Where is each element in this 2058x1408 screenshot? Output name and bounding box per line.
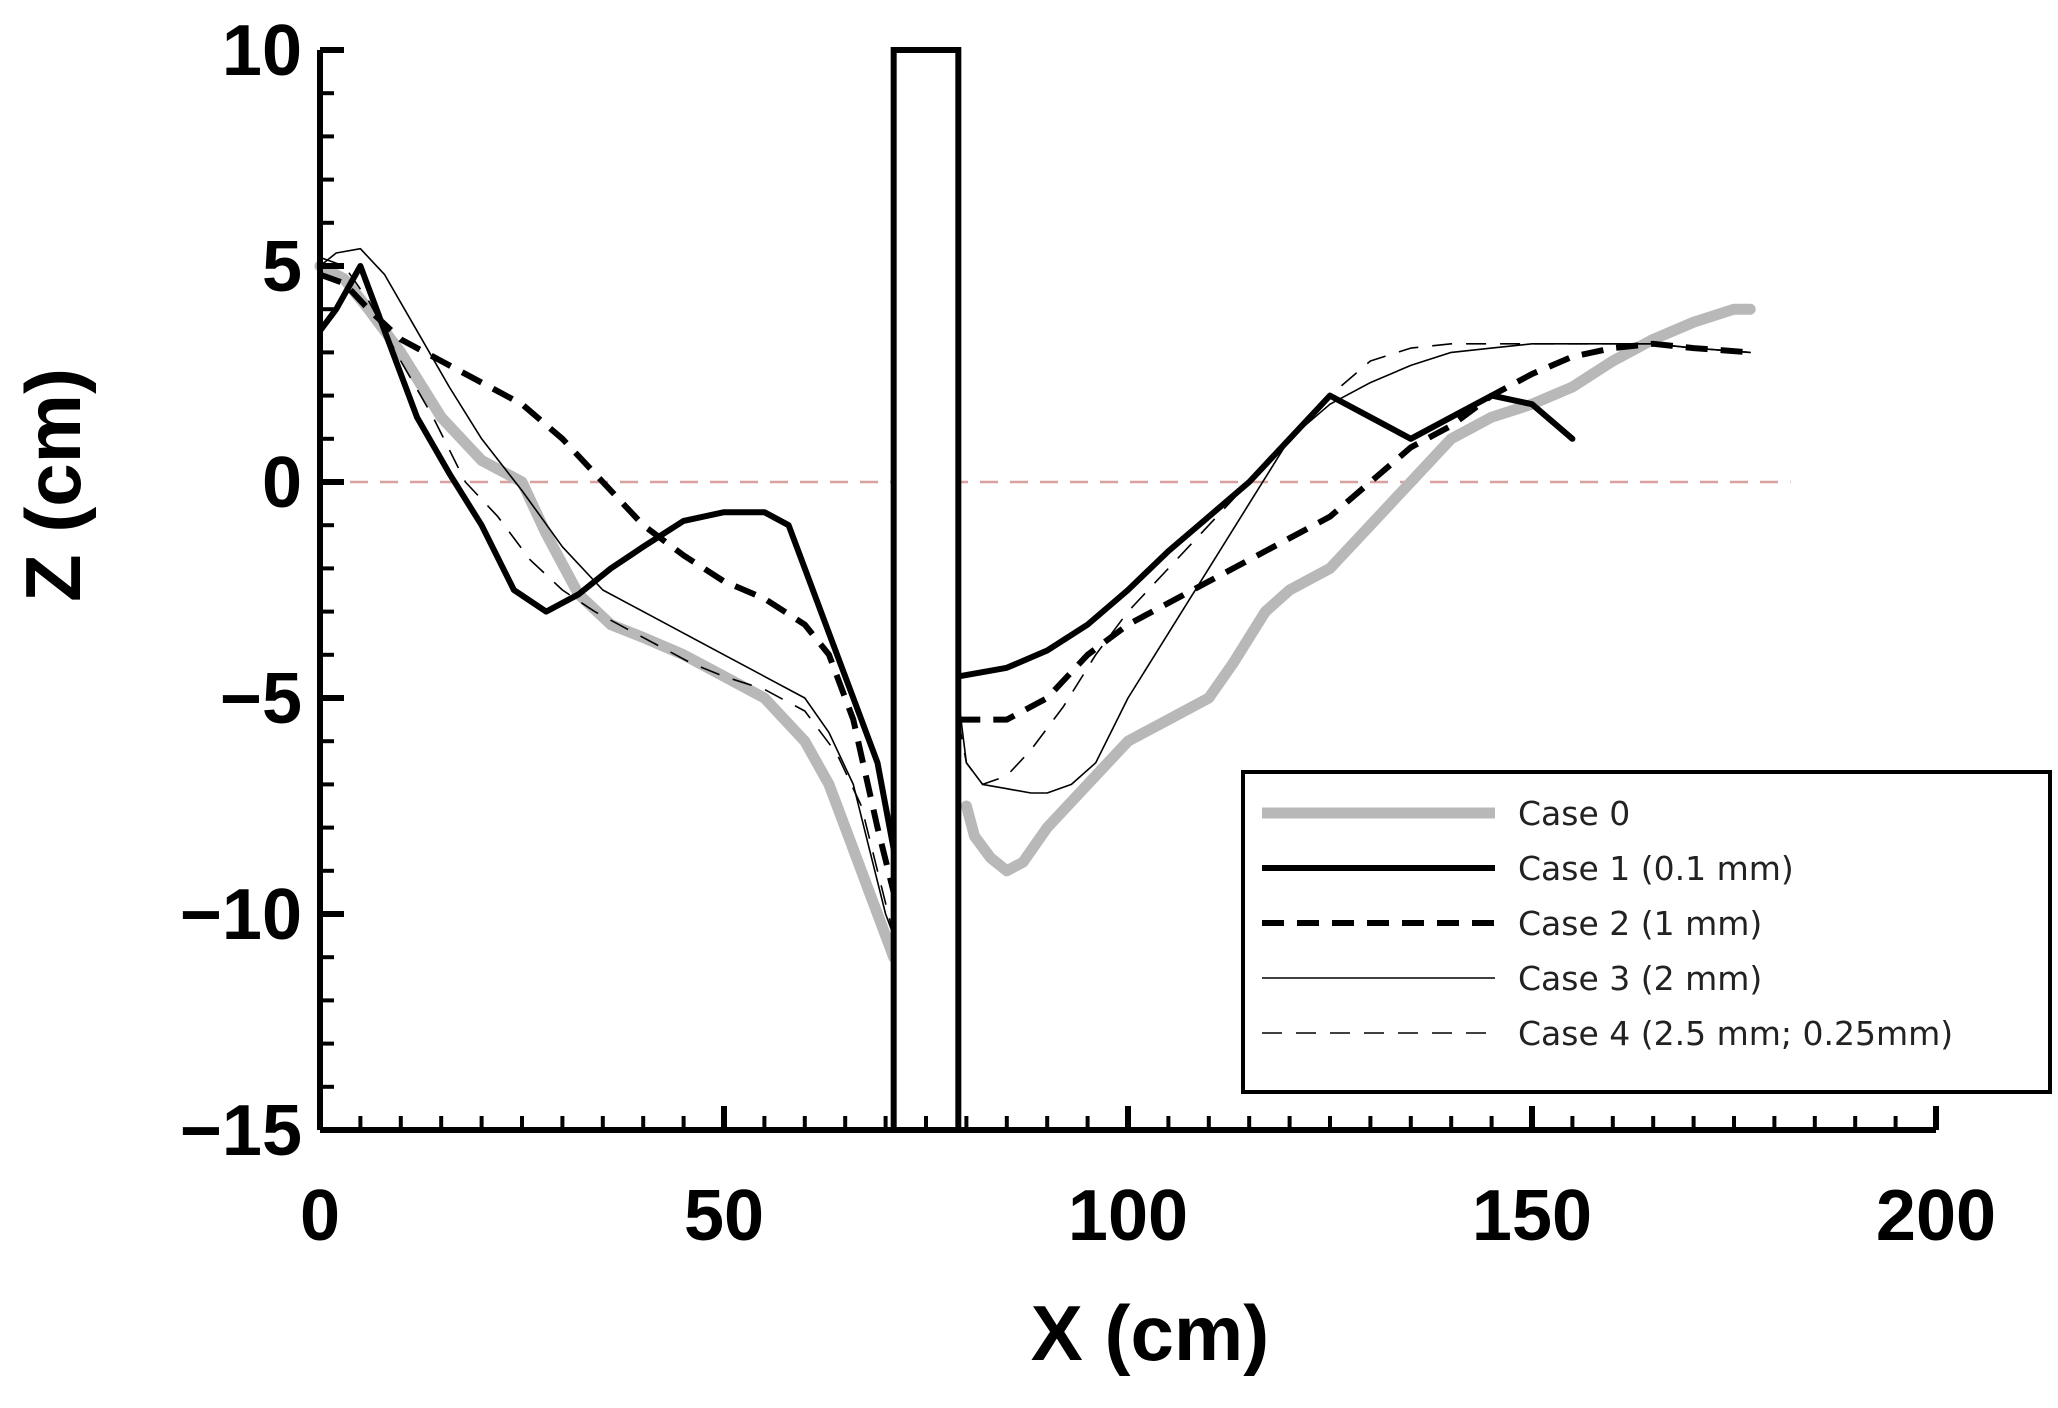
x-tick-label: 200	[1876, 1176, 1996, 1256]
y-tick-labels: 10 5 0 −5 −10 −15	[180, 11, 302, 1171]
x-tick-labels: 0 50 100 150 200	[300, 1176, 1996, 1256]
x-tick-label: 0	[300, 1176, 340, 1256]
x-axis-title: X (cm)	[1031, 1289, 1269, 1377]
pier-structure	[890, 47, 962, 1133]
series-4-segment-0	[319, 256, 895, 936]
series-3-segment-0	[319, 247, 895, 937]
legend-label-3: Case 3 (2 mm)	[1518, 959, 1762, 998]
y-axis-title: Z (cm)	[9, 368, 97, 602]
legend: Case 0 Case 1 (0.1 mm) Case 2 (1 mm) Case 3…	[1241, 770, 2052, 1094]
y-tick-label: −10	[180, 875, 302, 955]
y-tick-label: 0	[262, 443, 302, 523]
series-1-segment-1	[955, 392, 1576, 680]
series-0-segment-0	[314, 260, 900, 963]
axes-layer	[317, 47, 1939, 1133]
series-0-segment-1	[960, 303, 1756, 877]
series-layer	[314, 247, 1756, 963]
series-1-segment-0	[317, 263, 897, 853]
series-4-segment-1	[957, 342, 1751, 786]
legend-label-0: Case 0	[1518, 794, 1630, 833]
x-tick-label: 150	[1472, 1176, 1592, 1256]
legend-box	[1241, 770, 2052, 1094]
y-tick-label: 5	[262, 227, 302, 307]
y-tick-label: −15	[180, 1091, 302, 1171]
structure-layer	[890, 47, 962, 1133]
y-tick-label: −5	[220, 659, 302, 739]
y-tick-label: 10	[222, 11, 302, 91]
series-2-segment-1	[958, 340, 1751, 723]
legend-label-2: Case 2 (1 mm)	[1518, 904, 1762, 943]
x-tick-label: 50	[684, 1176, 764, 1256]
legend-label-4: Case 4 (2.5 mm; 0.25mm)	[1518, 1014, 1953, 1053]
x-tick-label: 100	[1068, 1176, 1188, 1256]
legend-label-1: Case 1 (0.1 mm)	[1518, 849, 1794, 888]
